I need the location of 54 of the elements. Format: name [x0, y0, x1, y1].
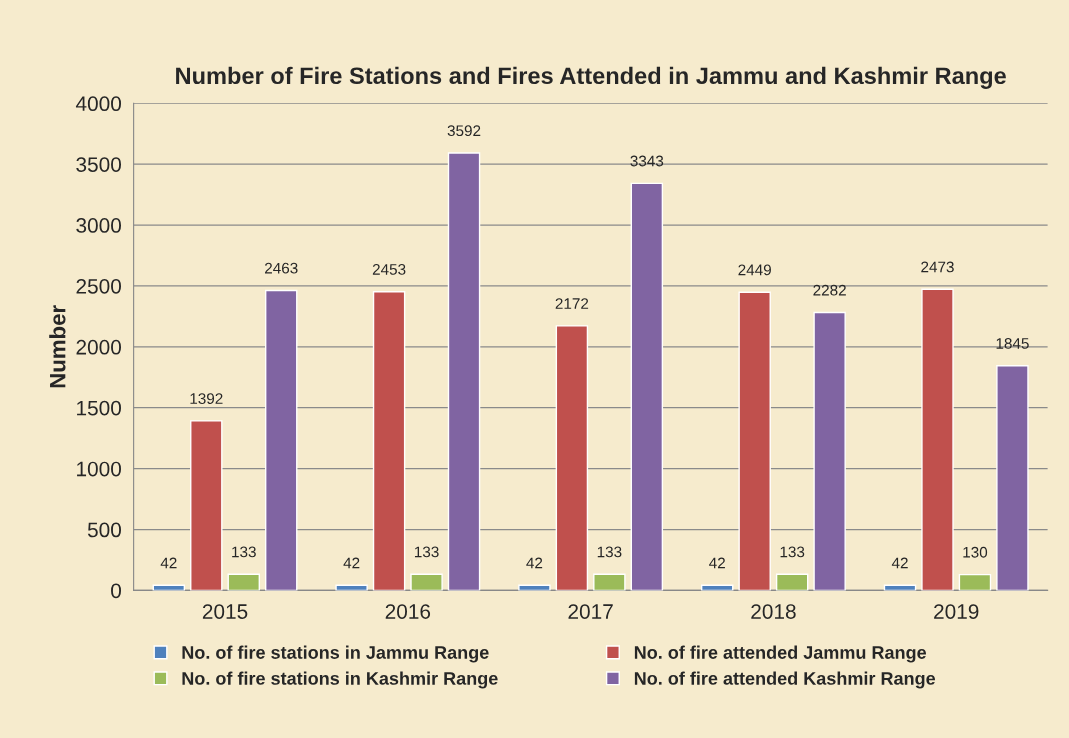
x-tick-label: 2019 — [934, 604, 979, 619]
data-label: 2172 — [555, 298, 589, 309]
bar — [265, 289, 298, 591]
y-tick-label: 1500 — [77, 400, 122, 416]
data-label: 3343 — [630, 155, 664, 167]
bar — [775, 573, 809, 591]
x-tick-label: 2015 — [202, 604, 248, 619]
y-tick-label: 3000 — [76, 218, 122, 233]
legend-label: No. of fire attended Kashmir Range — [634, 671, 936, 689]
x-tick-label: 2016 — [385, 604, 431, 619]
y-tick-label: 500 — [87, 522, 122, 538]
data-label: 2473 — [921, 261, 954, 273]
data-label: 2463 — [265, 262, 298, 274]
bar — [958, 573, 992, 591]
y-tick-label: 3500 — [76, 157, 122, 172]
legend-label: No. of fire attended Jammu Range — [634, 645, 927, 663]
y-axis-title: Number — [49, 305, 66, 388]
data-label: 133 — [232, 546, 256, 558]
y-tick-label: 1000 — [77, 461, 122, 477]
data-label: 42 — [160, 557, 177, 569]
bar — [190, 420, 223, 591]
data-label: 1392 — [190, 393, 223, 404]
data-label: 133 — [780, 546, 805, 558]
y-tick-label: 2000 — [76, 339, 122, 355]
data-label: 2453 — [372, 263, 406, 275]
bar — [630, 182, 664, 591]
data-label: 42 — [343, 557, 360, 569]
data-label: 1845 — [996, 338, 1029, 349]
data-label: 130 — [963, 546, 988, 558]
legend-label: No. of fire stations in Jammu Range — [182, 645, 489, 663]
data-label: 133 — [597, 546, 622, 558]
bar — [738, 291, 771, 591]
bar — [813, 311, 846, 591]
bar — [593, 573, 626, 591]
y-tick-label: 2500 — [76, 278, 122, 294]
data-label: 42 — [526, 557, 543, 569]
data-label: 133 — [414, 546, 439, 558]
legend-label: No. of fire stations in Kashmir Range — [182, 671, 498, 689]
bar — [555, 325, 589, 591]
bar — [227, 573, 260, 591]
data-label: 2282 — [813, 284, 846, 296]
data-label: 42 — [891, 557, 908, 569]
bar — [410, 573, 443, 591]
chart-title: Number of Fire Stations and Fires Attended in Jammu and Kashmir Range — [176, 66, 1006, 89]
bar — [996, 365, 1029, 591]
data-label: 3592 — [447, 125, 481, 137]
y-tick-label: 4000 — [75, 96, 122, 112]
bar — [447, 152, 481, 591]
data-label: 42 — [709, 557, 725, 569]
x-tick-label: 2018 — [751, 604, 796, 619]
data-label: 2449 — [738, 264, 771, 276]
y-tick-label: 0 — [111, 583, 122, 599]
x-tick-label: 2017 — [568, 604, 613, 619]
bar — [372, 291, 406, 591]
